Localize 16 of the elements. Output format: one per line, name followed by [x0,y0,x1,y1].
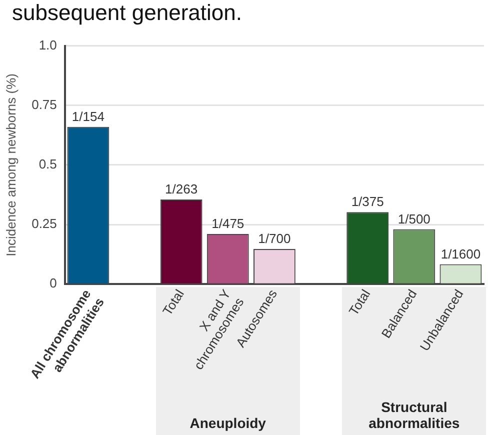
data-label: 1/700 [258,231,291,246]
chart-title: subsequent generation. [12,0,242,26]
data-label: 1/1600 [440,246,481,262]
data-label: 1/154 [72,108,104,124]
y-axis-title: Incidence among newborns (%) [3,74,18,256]
y-tick-label: 0.75 [32,96,57,112]
y-tick-label: 0 [50,276,57,291]
data-label: 1/263 [165,182,198,197]
y-tick-label: 1.0 [38,37,57,52]
data-label: 1/500 [398,211,430,226]
y-tick-label: 0.25 [32,216,57,232]
data-label: 1/375 [351,194,384,210]
data-label: 1/475 [212,216,244,232]
y-tick-label: 0.5 [38,156,57,172]
text: Aneuploidy [188,415,267,431]
text: Structural abnormalities [368,399,461,431]
